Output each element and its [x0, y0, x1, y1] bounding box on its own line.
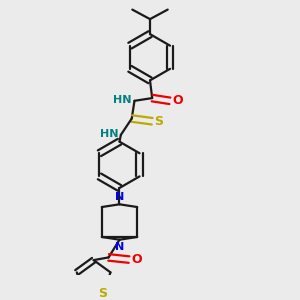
Text: S: S — [98, 287, 107, 300]
Text: N: N — [115, 192, 124, 202]
Text: S: S — [154, 115, 164, 128]
Text: N: N — [115, 242, 124, 252]
Text: O: O — [172, 94, 183, 107]
Text: O: O — [131, 253, 142, 266]
Text: HN: HN — [113, 95, 131, 105]
Text: HN: HN — [100, 129, 118, 139]
